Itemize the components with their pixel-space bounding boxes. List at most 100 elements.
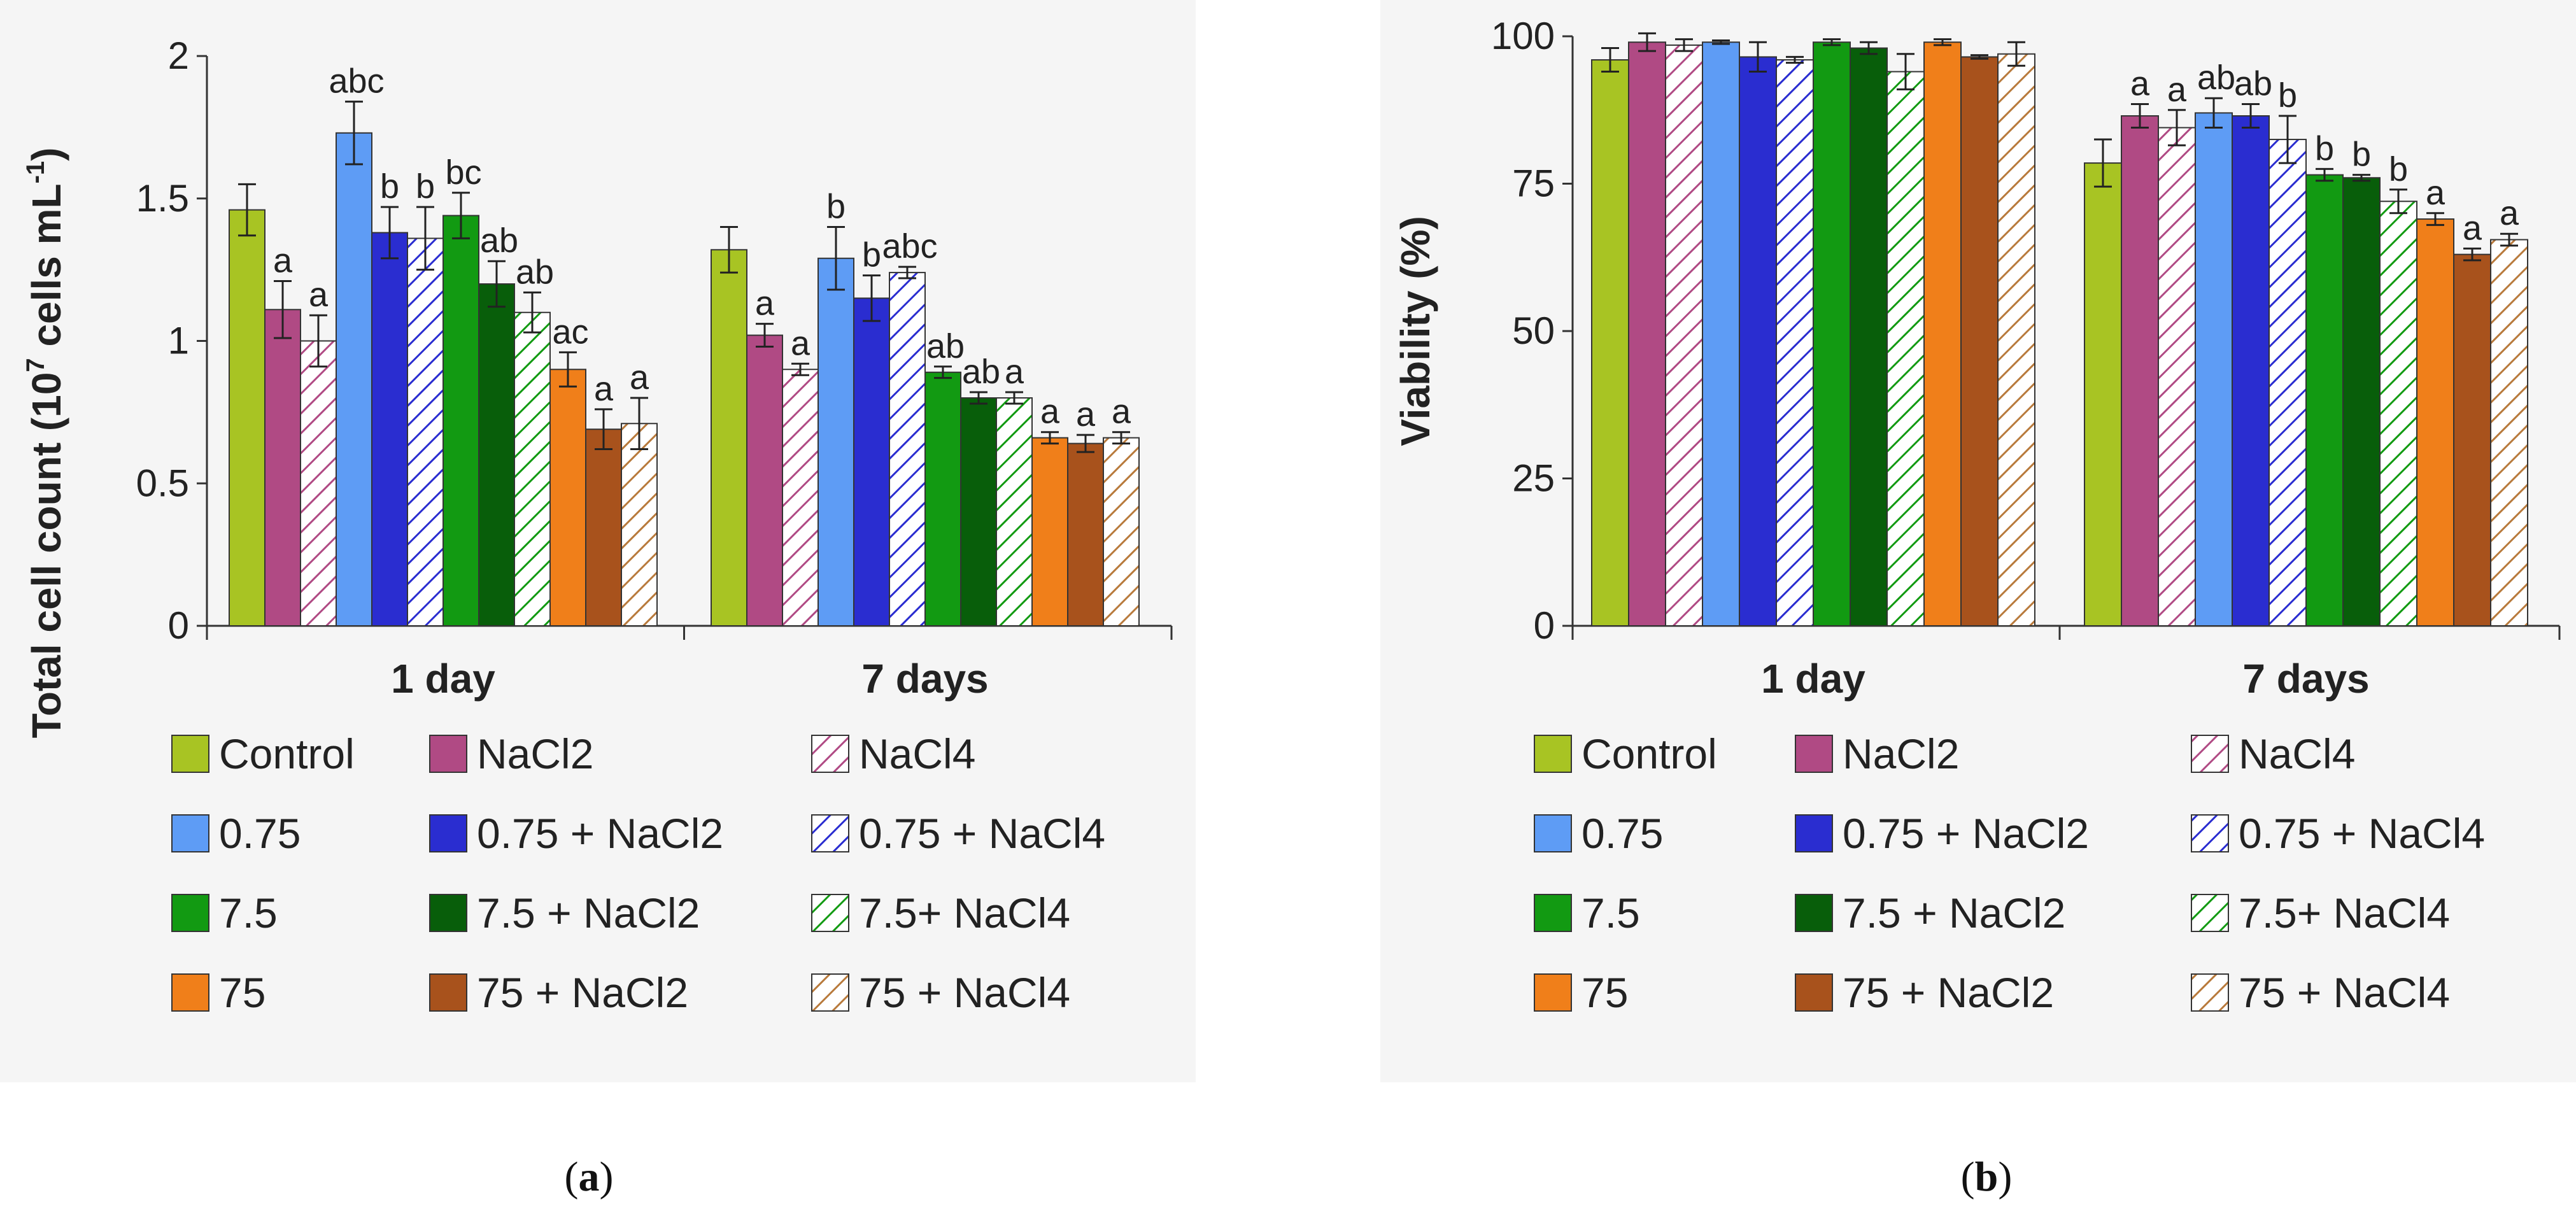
panel-a-bar-0-75-nacl2-7-days <box>853 297 890 626</box>
panel-b-legend-label-75-nacl4: 75 + NaCl4 <box>2239 969 2450 1016</box>
panel-b-legend-label-0-75: 0.75 <box>1582 810 1663 857</box>
panel-b-bar-75-nacl4-1-day <box>1997 53 2035 626</box>
panel-a-significance-label: a <box>1076 395 1096 434</box>
panel-a-legend-swatch-7-5 <box>171 894 209 932</box>
panel-a-significance-label: a <box>630 358 649 397</box>
panel-b-significance-label: a <box>2130 64 2150 103</box>
panel-b-y-tick-label: 0 <box>1534 604 1555 647</box>
panel-a-y-tick-label: 0.5 <box>136 462 189 504</box>
panel-a-bar-7-5-1-day <box>442 215 479 627</box>
panel-a-legend-swatch-75-nacl4 <box>811 973 849 1012</box>
panel-b-bar-0-75-1-day <box>1702 41 1740 626</box>
panel-b-bar-7-5-nacl2-1-day <box>1850 47 1888 626</box>
panel-b-bar-nacl2-7-days <box>2121 115 2159 626</box>
panel-b-bar-0-75-7-days <box>2195 112 2233 626</box>
panel-a-bar-0-75-1-day <box>336 132 372 626</box>
panel-a-y-tick-label: 0 <box>168 604 189 647</box>
panel-a-legend-label-7-5: 7.5 <box>219 889 278 937</box>
panel-a-significance-label: a <box>1040 393 1060 431</box>
panel-a-significance-label: b <box>826 188 846 226</box>
panel-b-legend-swatch-7-5 <box>1534 894 1572 932</box>
panel-b-bar-nacl2-1-day <box>1628 41 1666 626</box>
panel-a-legend-swatch-control <box>171 735 209 773</box>
panel-a-y-axis-title: Total cell count (107 cells mL-1) <box>22 148 69 739</box>
panel-b-significance-label: a <box>2426 174 2445 212</box>
panel-a-significance-label: a <box>791 324 810 362</box>
panel-b-significance-label: b <box>2389 150 2408 188</box>
panel-b-bar-nacl4-7-days <box>2158 127 2196 626</box>
panel-a-legend-swatch-75-nacl2 <box>429 973 467 1012</box>
panel-a-legend-swatch-nacl4 <box>811 735 849 773</box>
panel-a-significance-label: a <box>1005 353 1024 391</box>
panel-b-legend-label-7-5-nacl2: 7.5 + NaCl2 <box>1843 889 2065 937</box>
panel-b-significance-label: b <box>2315 129 2334 167</box>
panel-b-significance-label: b <box>2352 136 2371 174</box>
panel-a-significance-label: b <box>380 167 399 206</box>
panel-a-y-tick-label: 2 <box>168 34 189 77</box>
panel-b-bar-7-5-nacl2-7-days <box>2342 177 2381 626</box>
panel-b-bar-control-1-day <box>1591 59 1629 627</box>
panel-b-legend-label-nacl2: NaCl2 <box>1843 730 1959 777</box>
panel-b-legend-swatch-7-5-nacl4 <box>2191 894 2229 932</box>
panel-b-bar-75-7-days <box>2416 218 2454 626</box>
panel-a-bar-nacl4-7-days <box>782 369 819 626</box>
panel-b-bar-7-5-nacl4-7-days <box>2379 201 2417 626</box>
panel-a-bar-nacl4-1-day <box>300 340 337 626</box>
panel-b-legend-swatch-75-nacl4 <box>2191 973 2229 1012</box>
panel-a-significance-label: bc <box>445 153 481 192</box>
panel-b-label-letter: b <box>1975 1154 1999 1200</box>
panel-a-bar-75-nacl2-1-day <box>585 428 622 626</box>
panel-a-x-category-label: 7 days <box>861 656 988 702</box>
panel-b-legend-label-control: Control <box>1582 730 1717 777</box>
panel-a-bar-7-5-nacl2-7-days <box>960 397 997 626</box>
panel-b-y-axis-title: Viability (%) <box>1392 216 1438 446</box>
panel-b-legend-swatch-nacl4 <box>2191 735 2229 773</box>
panel-b-significance-label: b <box>2278 76 2297 115</box>
panel-a-bar-control-1-day <box>229 209 265 626</box>
panel-a-bar-75-1-day <box>549 369 586 626</box>
panel-b-bar-7-5-1-day <box>1813 41 1851 626</box>
panel-b-bar-nacl4-1-day <box>1665 44 1703 626</box>
panel-a-legend-label-7-5-nacl4: 7.5+ NaCl4 <box>859 889 1070 937</box>
panel-a-legend-swatch-7-5-nacl2 <box>429 894 467 932</box>
panel-b-significance-label: a <box>2167 71 2187 109</box>
panel-a-legend-label-nacl4: NaCl4 <box>859 730 975 777</box>
panel-a-label: (a) <box>565 1154 614 1200</box>
panel-a-significance-label: ab <box>962 353 1000 391</box>
panel-b-bar-75-nacl2-7-days <box>2453 253 2491 626</box>
panel-a-significance-label: a <box>755 285 775 323</box>
panel-a-bar-0-75-nacl4-1-day <box>407 237 444 626</box>
panel-a-x-category-label: 1 day <box>391 656 495 702</box>
panel-a-legend-label-nacl2: NaCl2 <box>477 730 593 777</box>
panel-b-legend-label-0-75-nacl2: 0.75 + NaCl2 <box>1843 810 2089 857</box>
panel-b-legend-label-7-5: 7.5 <box>1582 889 1640 937</box>
panel-a-bar-7-5-7-days <box>924 371 961 626</box>
panel-b-legend-label-nacl4: NaCl4 <box>2239 730 2355 777</box>
panel-b-bar-7-5-7-days <box>2305 174 2344 626</box>
panel-b-x-category-label: 7 days <box>2242 656 2369 702</box>
panel-a-bar-75-nacl4-7-days <box>1103 437 1140 627</box>
panel-b-y-tick-label: 25 <box>1512 457 1555 500</box>
panel-a-significance-label: a <box>273 242 293 280</box>
panel-a-significance-label: ab <box>516 253 554 291</box>
panel-b-legend-swatch-0-75 <box>1534 814 1572 852</box>
panel-a-significance-label: abc <box>882 227 937 265</box>
panel-a-bar-control-7-days <box>711 249 747 626</box>
panel-a-legend-label-0-75: 0.75 <box>219 810 301 857</box>
panel-b-bar-0-75-nacl2-7-days <box>2232 115 2270 626</box>
panel-b-legend-label-7-5-nacl4: 7.5+ NaCl4 <box>2239 889 2450 937</box>
panel-b-legend-swatch-0-75-nacl2 <box>1795 814 1833 852</box>
panel-a-bar-75-7-days <box>1031 437 1068 627</box>
panel-a-y-tick-label: 1 <box>168 320 189 362</box>
panel-b-x-category-label: 1 day <box>1761 656 1865 702</box>
panel-a-legend-label-75-nacl4: 75 + NaCl4 <box>859 969 1070 1016</box>
panel-a-significance-label: abc <box>329 62 384 101</box>
panel-b-bar-75-nacl4-7-days <box>2490 239 2528 627</box>
panel-a-legend-swatch-75 <box>171 973 209 1012</box>
panel-a-significance-label: ab <box>480 222 518 260</box>
panel-b-bar-0-75-nacl4-1-day <box>1776 59 1814 627</box>
panel-b-legend-swatch-7-5-nacl2 <box>1795 894 1833 932</box>
panel-b-legend-label-75-nacl2: 75 + NaCl2 <box>1843 969 2054 1016</box>
panel-b-legend-swatch-75 <box>1534 973 1572 1012</box>
